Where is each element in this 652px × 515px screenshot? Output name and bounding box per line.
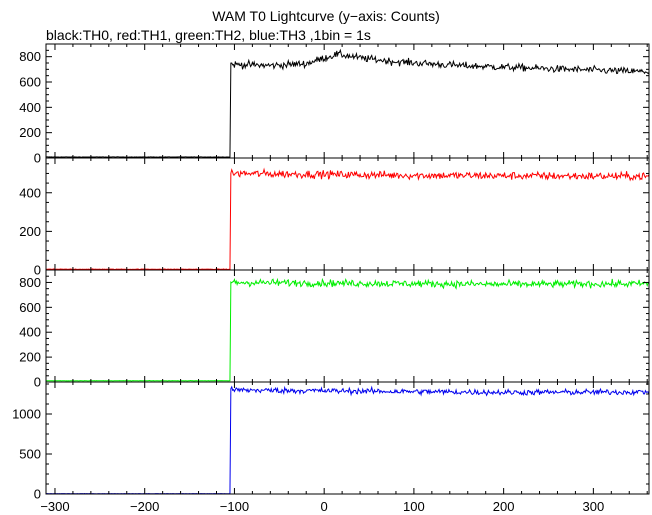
panel-frame (45, 43, 650, 159)
panel-th1: 0 200 400 (19, 157, 650, 278)
y-tick-label: 400 (19, 325, 41, 340)
y-tick-label: 400 (19, 185, 41, 200)
y-tick-label: 200 (19, 224, 41, 239)
panel-th2: 0 200 400 600 800 (19, 269, 650, 390)
y-tick-label: 500 (19, 447, 41, 462)
series-line-th3 (46, 385, 649, 494)
x-tick-label: −300 (40, 499, 69, 514)
y-tick-label: 0 (34, 263, 41, 278)
x-tick-label: 200 (493, 499, 515, 514)
y-tick-label: 600 (19, 75, 41, 90)
panel-th0: 0 200 400 600 800 (19, 43, 650, 166)
chart-subtitle: black:TH0, red:TH1, green:TH2, blue:TH3 … (46, 27, 371, 43)
y-tick-label: 200 (19, 350, 41, 365)
series-line-th2 (46, 277, 649, 382)
x-tick-label: 0 (321, 499, 328, 514)
y-tick-label: 0 (34, 375, 41, 390)
x-tick-label: 300 (583, 499, 605, 514)
series-line-th0 (46, 48, 649, 158)
panel-th3: 0 500 1000 (12, 381, 650, 502)
y-tick-label: 800 (19, 275, 41, 290)
y-tick-label: 0 (34, 151, 41, 166)
x-tick-label: −100 (220, 499, 249, 514)
series-line-th1 (46, 167, 649, 270)
y-tick-label: 1000 (12, 407, 41, 422)
y-tick-label: 200 (19, 125, 41, 140)
panel-frame (45, 381, 650, 495)
y-tick-label: 0 (34, 487, 41, 502)
y-tick-label: 600 (19, 300, 41, 315)
y-tick-label: 400 (19, 100, 41, 115)
x-tick-label: −200 (130, 499, 159, 514)
panel-frame (45, 269, 650, 383)
chart-title: WAM T0 Lightcurve (y−axis: Counts) (212, 8, 440, 24)
x-tick-label: 100 (403, 499, 425, 514)
y-tick-label: 800 (19, 49, 41, 64)
